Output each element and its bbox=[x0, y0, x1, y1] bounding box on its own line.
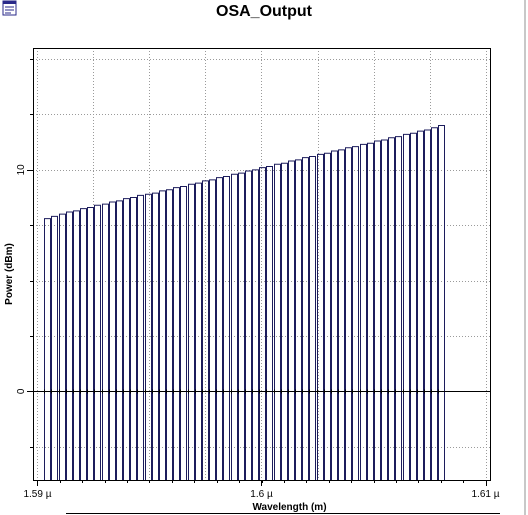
spectrum-bar bbox=[338, 149, 345, 480]
spectrum-bar bbox=[417, 130, 424, 480]
spectrum-bar bbox=[51, 215, 58, 480]
spectrum-bar bbox=[302, 157, 309, 480]
window-border bbox=[524, 0, 526, 515]
spectrum-bars bbox=[44, 125, 445, 480]
spectrum-bar bbox=[188, 183, 195, 480]
spectrum-bar bbox=[295, 159, 302, 480]
spectrum-bar bbox=[116, 200, 123, 480]
spectrum-bar bbox=[145, 193, 152, 480]
spectrum-bar bbox=[231, 173, 238, 480]
x-tick-label: 1.59 µ bbox=[23, 489, 51, 500]
spectrum-bar bbox=[123, 198, 130, 480]
spectrum-bar bbox=[238, 172, 245, 480]
spectrum-bar bbox=[367, 142, 374, 480]
spectrum-bar bbox=[259, 167, 266, 480]
spectrum-bar bbox=[216, 177, 223, 480]
y-tick-label: 10 bbox=[16, 164, 27, 176]
spectrum-bar bbox=[410, 132, 417, 480]
spectrum-bar bbox=[87, 207, 94, 480]
spectrum-bar bbox=[395, 136, 402, 480]
spectrum-bar bbox=[152, 192, 159, 480]
spectrum-bar bbox=[223, 175, 230, 480]
y-tick-label: 0 bbox=[16, 388, 27, 394]
zero-line bbox=[33, 389, 490, 394]
spectrum-bar bbox=[166, 189, 173, 480]
spectrum-bar bbox=[137, 194, 144, 480]
spectrum-bar bbox=[195, 182, 202, 480]
spectrum-bar bbox=[331, 150, 338, 480]
axis-ticks: 1.59 µ 1.6 µ 1.61 µ 0 10 bbox=[16, 59, 500, 500]
spectrum-bar bbox=[102, 203, 109, 480]
spectrum-bar bbox=[66, 211, 73, 480]
spectrum-bar bbox=[345, 147, 352, 480]
spectrum-bar bbox=[438, 125, 445, 480]
spectrum-bar bbox=[309, 156, 316, 480]
x-tick-label: 1.61 µ bbox=[472, 489, 500, 500]
spectrum-bar bbox=[245, 170, 252, 480]
spectrum-bar bbox=[281, 162, 288, 480]
chart-title: OSA_Output bbox=[216, 3, 312, 20]
spectrum-bar bbox=[388, 137, 395, 480]
spectrum-bar bbox=[266, 166, 273, 480]
x-axis-label: Wavelength (m) bbox=[252, 502, 326, 513]
spectrum-bar bbox=[109, 201, 116, 480]
spectrum-bar bbox=[159, 190, 166, 480]
spectrum-bar bbox=[360, 143, 367, 480]
spectrum-bar bbox=[209, 179, 216, 480]
spectrum-bar bbox=[374, 140, 381, 480]
spectrum-bar bbox=[274, 163, 281, 480]
spectrum-bar bbox=[94, 204, 101, 480]
spectrum-bar bbox=[403, 133, 410, 480]
y-axis-label: Power (dBm) bbox=[4, 243, 15, 305]
spectrum-bar bbox=[324, 152, 331, 480]
spectrum-bar bbox=[59, 213, 66, 480]
spectrum-bar bbox=[173, 187, 180, 480]
spectrum-bar bbox=[180, 185, 187, 480]
spectrum-bar bbox=[317, 153, 324, 480]
x-tick-label: 1.6 µ bbox=[250, 489, 273, 500]
spectrum-bar bbox=[130, 197, 137, 480]
spectrum-bar bbox=[202, 180, 209, 480]
spectrum-bar bbox=[431, 127, 438, 480]
spectrum-bar bbox=[44, 218, 51, 480]
spectrum-bar bbox=[381, 139, 388, 480]
chart-window-icon[interactable] bbox=[2, 0, 18, 16]
spectrum-bar bbox=[73, 210, 80, 480]
spectrum-bar bbox=[352, 146, 359, 480]
spectrum-bar bbox=[288, 160, 295, 480]
spectrum-bar bbox=[252, 169, 259, 480]
grid bbox=[33, 48, 490, 480]
spectrum-bar bbox=[80, 208, 87, 480]
spectrum-bar bbox=[424, 129, 431, 480]
